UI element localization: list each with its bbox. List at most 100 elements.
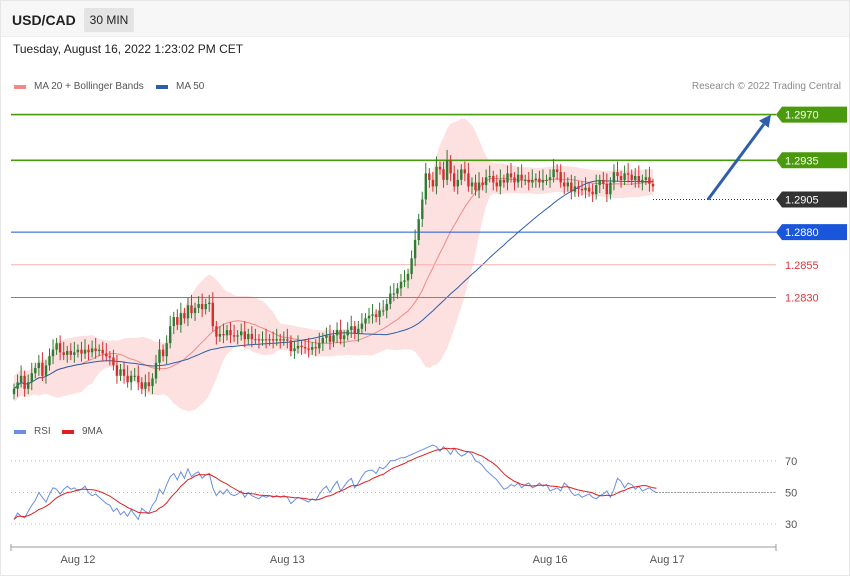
level-tag-pivot: 1.2880 — [776, 224, 847, 241]
candle-body — [119, 369, 122, 376]
candle-body — [609, 182, 612, 195]
candle-body — [48, 356, 51, 366]
candle-body — [502, 179, 506, 183]
candle-body — [76, 349, 80, 353]
candle-body — [520, 174, 523, 180]
candle-body — [243, 331, 246, 340]
symbol-title: USD/CAD — [12, 12, 76, 28]
time-axis-label: Aug 17 — [650, 554, 685, 566]
candle-body — [584, 187, 587, 191]
candle-body — [651, 183, 655, 187]
candle-body — [232, 335, 236, 337]
time-axis-label: Aug 12 — [60, 554, 95, 566]
candle-body — [435, 166, 438, 187]
candle-body — [55, 343, 58, 350]
candle-body — [516, 174, 520, 183]
candle-body — [193, 307, 197, 314]
candle-body — [94, 348, 97, 351]
candle-body — [208, 302, 211, 304]
candle-body — [261, 339, 264, 341]
candle-body — [23, 375, 26, 389]
candle-body — [424, 173, 427, 200]
candle-body — [62, 352, 65, 355]
candle-body — [587, 187, 591, 192]
candle-body — [314, 347, 317, 349]
candle-body — [129, 375, 133, 383]
candle-body — [151, 378, 154, 387]
candle-body — [158, 349, 161, 363]
candle-body — [90, 348, 94, 353]
candle-body — [371, 314, 374, 316]
candle-body — [456, 179, 459, 187]
candle-body — [197, 304, 200, 308]
level-label: 1.2905 — [785, 194, 819, 206]
candle-body — [509, 173, 513, 178]
candle-body — [321, 337, 324, 344]
candle-body — [346, 330, 349, 336]
candle-body — [325, 335, 328, 338]
candle-body — [403, 280, 406, 282]
candle-body — [410, 258, 413, 274]
candle-body — [176, 317, 179, 325]
legend-rsi-ma: 9MA — [62, 426, 103, 437]
legend-ma50-swatch — [156, 84, 168, 89]
candle-body — [470, 182, 474, 187]
level-label: 1.2935 — [785, 155, 819, 167]
candle-body — [250, 334, 254, 340]
candle-body — [204, 304, 207, 310]
candle-body — [616, 172, 619, 176]
candle-body — [342, 335, 346, 340]
candle-body — [360, 323, 364, 329]
candle-body — [417, 219, 420, 240]
candle-body — [311, 347, 314, 350]
rsi-tick-label: 50 — [785, 488, 797, 500]
rsi-tick-label: 30 — [785, 519, 797, 531]
timeframe-button[interactable]: 30 MIN — [84, 8, 134, 32]
candle-body — [318, 343, 321, 349]
candle-body — [154, 362, 158, 379]
legend-ma20-bb: MA 20 + Bollinger Bands — [14, 81, 144, 92]
candle-body — [69, 351, 72, 355]
candle-body — [552, 169, 555, 178]
level-label: 1.2830 — [785, 292, 819, 304]
candle-body — [16, 382, 19, 389]
candle-body — [527, 179, 530, 183]
candle-body — [218, 334, 222, 337]
candle-body — [211, 302, 214, 327]
candle-body — [286, 339, 289, 341]
candle-body — [548, 177, 552, 180]
chart-header: USD/CAD 30 MIN — [1, 1, 849, 37]
candle-body — [644, 177, 648, 180]
candle-body — [51, 349, 55, 357]
candle-body — [101, 349, 104, 354]
candle-body — [637, 176, 640, 183]
candle-body — [421, 199, 424, 220]
candle-body — [303, 347, 307, 349]
candle-body — [115, 365, 119, 376]
candle-body — [350, 326, 353, 331]
candle-body — [438, 166, 442, 170]
candle-body — [133, 375, 136, 377]
legend-ma50-label: MA 50 — [176, 81, 205, 92]
candle-body — [378, 310, 381, 317]
candle-body — [289, 340, 293, 351]
rsi-line — [13, 444, 657, 521]
candle-body — [307, 348, 310, 350]
candle-body — [513, 177, 516, 183]
candle-body — [58, 343, 62, 353]
candle-body — [449, 160, 452, 174]
candle-body — [499, 179, 502, 187]
candle-body — [271, 339, 275, 341]
legend-rsi-label: RSI — [34, 426, 51, 437]
candle-body — [268, 339, 271, 341]
candle-body — [570, 182, 573, 192]
rsi-ma-line — [13, 447, 657, 520]
candle-body — [595, 185, 598, 195]
candle-body — [335, 330, 339, 336]
candle-body — [254, 339, 257, 341]
candle-body — [413, 240, 417, 259]
candle-body — [445, 160, 449, 180]
candle-body — [467, 173, 470, 187]
candle-body — [382, 310, 385, 312]
level-lines — [11, 113, 776, 298]
